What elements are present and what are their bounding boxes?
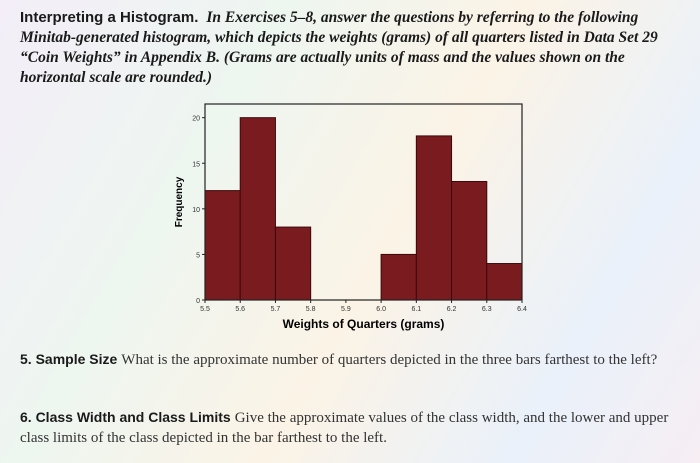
question-text: Give the approximate values of the class…	[20, 410, 669, 446]
bar	[380, 253, 417, 301]
intro-label: Interpreting a Histogram.	[20, 9, 199, 26]
chart: 0 5 10 15 20 5.5 5.6 5.7 5.8 5.9 6.0 6.1 6.2 6.3 6.4 We…	[174, 103, 527, 331]
x-tick-label: 5.9	[341, 306, 351, 313]
bar	[239, 117, 276, 301]
question-text: What is the approximate number of quarte…	[121, 352, 658, 368]
bar	[486, 263, 523, 301]
x-tick-label: 5.8	[306, 306, 316, 313]
x-tick-label: 6.0	[376, 306, 386, 313]
y-tick-label: 20	[192, 116, 200, 123]
question: 6. Class Width and Class Limits Give the …	[20, 408, 680, 448]
question: 5. Sample Size What is the approximate nu…	[20, 350, 680, 370]
x-axis-label: Weights of Quarters (grams)	[283, 317, 445, 331]
x-tick-label: 5.6	[235, 306, 245, 313]
intro: Interpreting a Histogram. In Exercises 5–…	[20, 8, 680, 88]
intro-text: In Exercises 5–8, answer the questions b…	[20, 9, 658, 86]
bar	[274, 226, 312, 301]
bar	[204, 190, 241, 301]
x-tick-label: 6.4	[517, 306, 527, 313]
x-tick-label: 6.3	[482, 306, 492, 313]
y-tick-label: 0	[196, 298, 200, 305]
x-tick-label: 6.2	[447, 306, 457, 313]
x-tick-label: 5.5	[200, 306, 210, 313]
bar	[451, 180, 488, 301]
x-tick-label: 5.7	[271, 306, 281, 313]
question-label: 5. Sample Size	[20, 351, 118, 367]
x-tick-label: 6.1	[411, 306, 421, 313]
plot-frame	[204, 103, 523, 301]
y-tick-label: 15	[192, 161, 200, 168]
y-tick-label: 5	[196, 252, 200, 259]
question-label: 6. Class Width and Class Limits	[20, 409, 231, 425]
y-axis-label: Frequency	[174, 176, 185, 227]
bar	[415, 135, 453, 301]
y-tick-label: 10	[192, 207, 200, 214]
